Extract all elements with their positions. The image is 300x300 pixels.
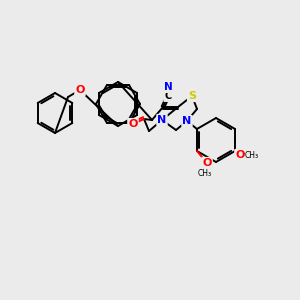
Text: O: O (202, 158, 212, 168)
Text: N: N (182, 116, 192, 126)
Text: CH₃: CH₃ (245, 151, 259, 160)
Text: N: N (158, 115, 166, 125)
Text: S: S (188, 91, 196, 101)
Text: C: C (164, 91, 172, 101)
Text: O: O (128, 119, 138, 129)
Text: O: O (75, 85, 85, 95)
Text: O: O (235, 150, 245, 160)
Text: CH₃: CH₃ (198, 169, 212, 178)
Text: N: N (164, 82, 172, 92)
